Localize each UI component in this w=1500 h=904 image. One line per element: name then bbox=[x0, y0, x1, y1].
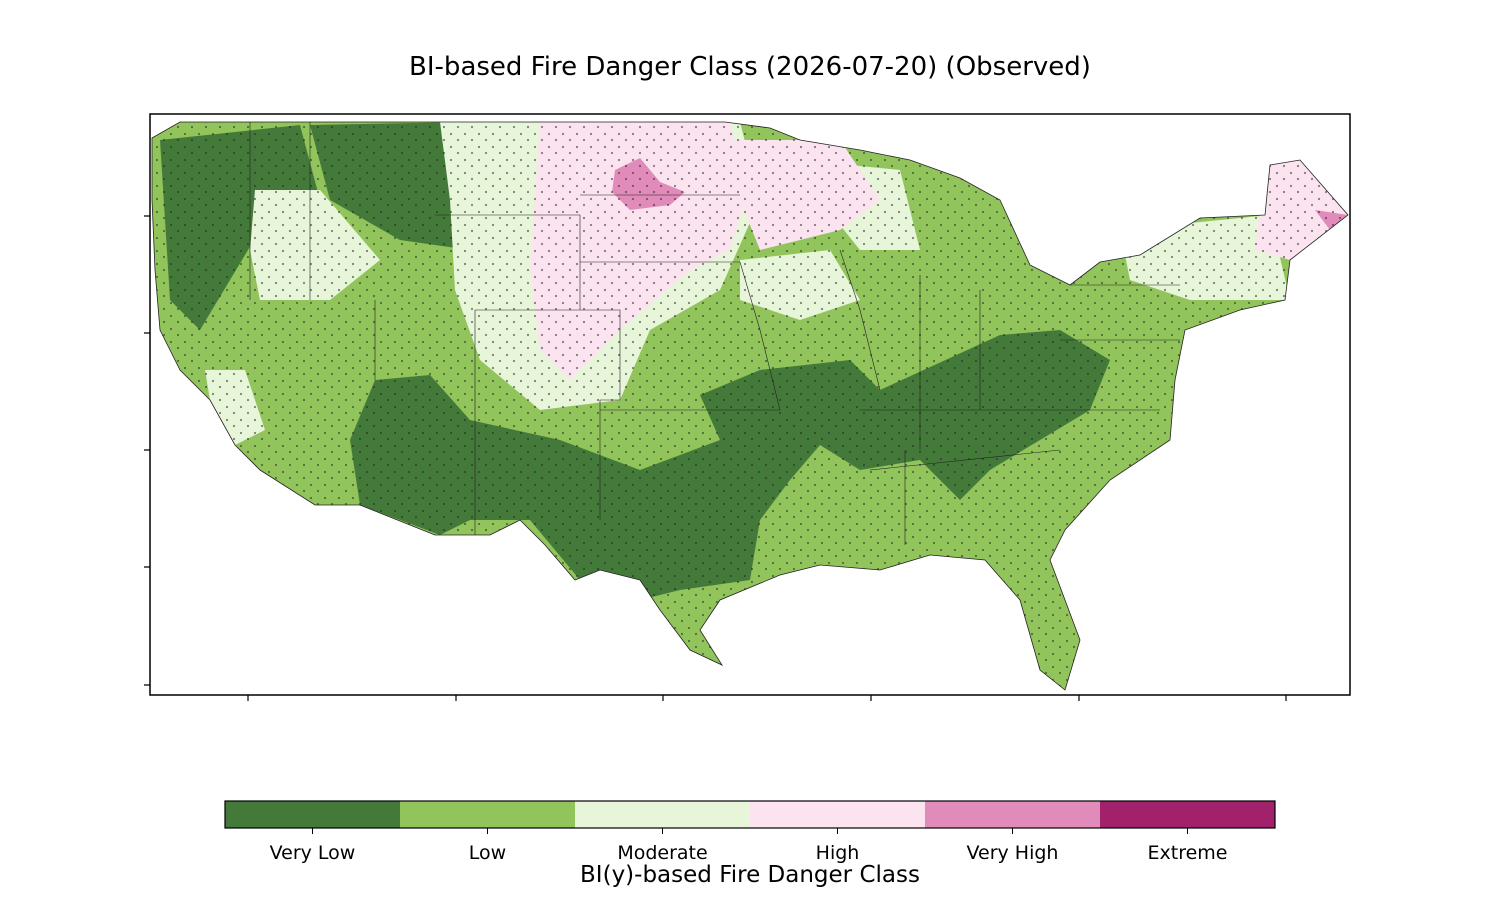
colorbar: Very Low Low Moderate High Very High Extreme bbox=[225, 801, 1275, 864]
colorbar-segment bbox=[925, 801, 1100, 828]
map-frame bbox=[149, 113, 1351, 696]
axis-ticks bbox=[144, 215, 1287, 701]
colorbar-class-label: High bbox=[816, 842, 860, 864]
colorbar-class-label: Moderate bbox=[617, 842, 707, 864]
colorbar-segment bbox=[575, 801, 750, 828]
colorbar-frame bbox=[224, 800, 1276, 829]
colorbar-class-label: Very High bbox=[967, 842, 1059, 864]
map-title: BI-based Fire Danger Class (2026-07-20) … bbox=[409, 52, 1091, 82]
colorbar-class-label: Low bbox=[469, 842, 506, 864]
colorbar-segment bbox=[750, 801, 925, 828]
colorbar-class-label: Extreme bbox=[1148, 842, 1228, 864]
colorbar-segment bbox=[400, 801, 575, 828]
colorbar-label: BI(y)-based Fire Danger Class bbox=[580, 862, 920, 888]
colorbar-segment bbox=[225, 801, 400, 828]
state-borders bbox=[249, 122, 1180, 545]
colorbar-class-label: Very Low bbox=[270, 842, 356, 864]
colorbar-segment bbox=[1100, 801, 1275, 828]
map bbox=[152, 122, 1348, 690]
stations bbox=[152, 122, 1348, 690]
